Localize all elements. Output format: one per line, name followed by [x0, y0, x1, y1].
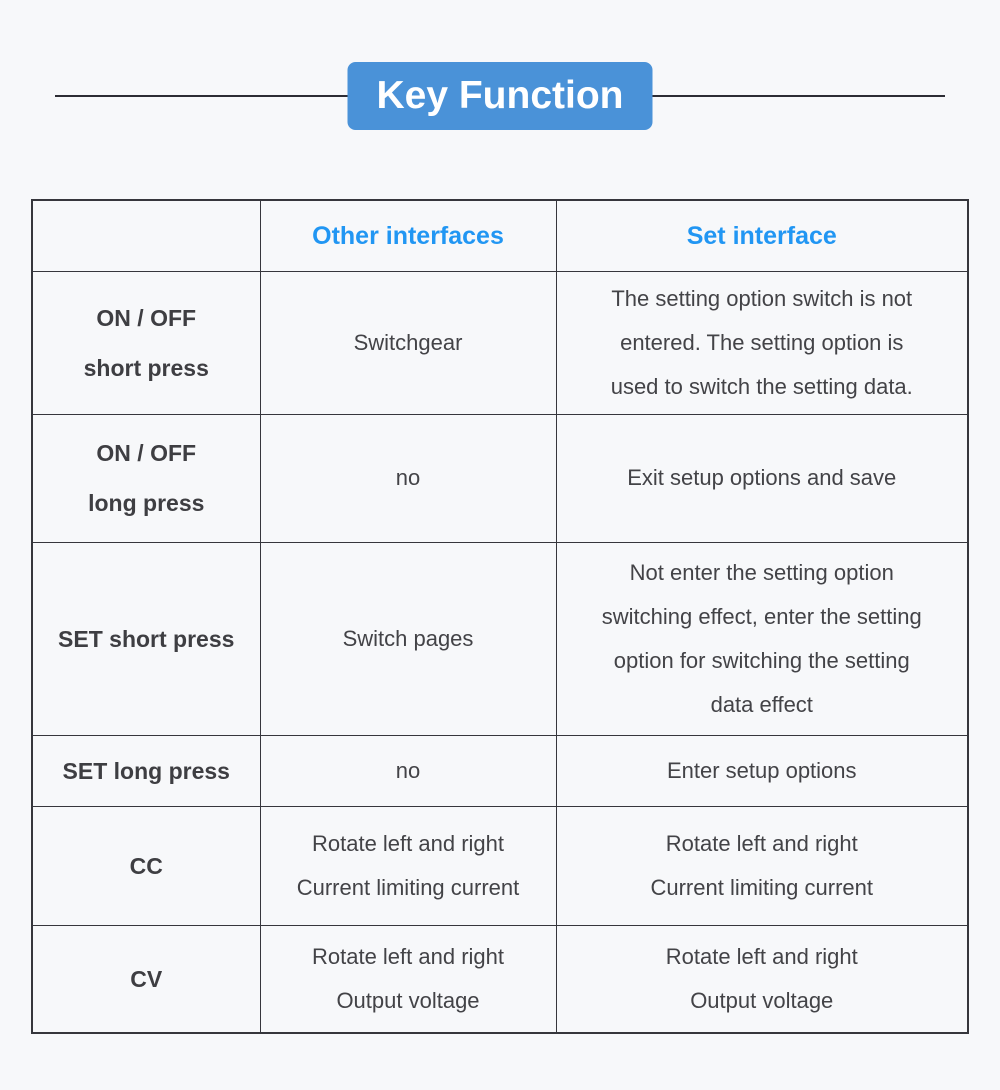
- page-title: Key Function: [376, 74, 624, 117]
- table-row-cv: CV Rotate left and right Output voltage …: [31, 924, 969, 1034]
- row-set-interface-value: Enter setup options: [555, 734, 969, 807]
- row-key-label: CV: [31, 924, 261, 1034]
- row-key-label: ON / OFF long press: [31, 413, 261, 543]
- page-header: Key Function: [0, 62, 1000, 130]
- table-row-set-long-press: SET long press no Enter setup options: [31, 734, 969, 807]
- row-other-interfaces-value: Switchgear: [259, 270, 557, 415]
- row-set-interface-value: Exit setup options and save: [555, 413, 969, 543]
- row-other-interfaces-value: Switch pages: [259, 541, 557, 736]
- row-key-label: CC: [31, 805, 261, 926]
- table-header-row: Other interfaces Set interface: [31, 199, 969, 272]
- row-set-interface-value: Rotate left and right Output voltage: [555, 924, 969, 1034]
- table-row-on-off-short-press: ON / OFF short press Switchgear The sett…: [31, 270, 969, 415]
- key-function-table: Other interfaces Set interface ON / OFF …: [31, 199, 969, 1034]
- row-set-interface-value: Rotate left and right Current limiting c…: [555, 805, 969, 926]
- header-cell-set-interface: Set interface: [555, 199, 969, 272]
- table-row-set-short-press: SET short press Switch pages Not enter t…: [31, 541, 969, 736]
- row-key-label: ON / OFF short press: [31, 270, 261, 415]
- key-function-banner: Key Function: [347, 62, 653, 130]
- row-set-interface-value: The setting option switch is not entered…: [555, 270, 969, 415]
- table-row-on-off-long-press: ON / OFF long press no Exit setup option…: [31, 413, 969, 543]
- header-cell-other-interfaces: Other interfaces: [259, 199, 557, 272]
- row-other-interfaces-value: Rotate left and right Output voltage: [259, 924, 557, 1034]
- row-other-interfaces-value: no: [259, 734, 557, 807]
- row-other-interfaces-value: no: [259, 413, 557, 543]
- row-other-interfaces-value: Rotate left and right Current limiting c…: [259, 805, 557, 926]
- row-key-label: SET short press: [31, 541, 261, 736]
- row-set-interface-value: Not enter the setting option switching e…: [555, 541, 969, 736]
- table-row-cc: CC Rotate left and right Current limitin…: [31, 805, 969, 926]
- row-key-label: SET long press: [31, 734, 261, 807]
- header-cell-empty: [31, 199, 261, 272]
